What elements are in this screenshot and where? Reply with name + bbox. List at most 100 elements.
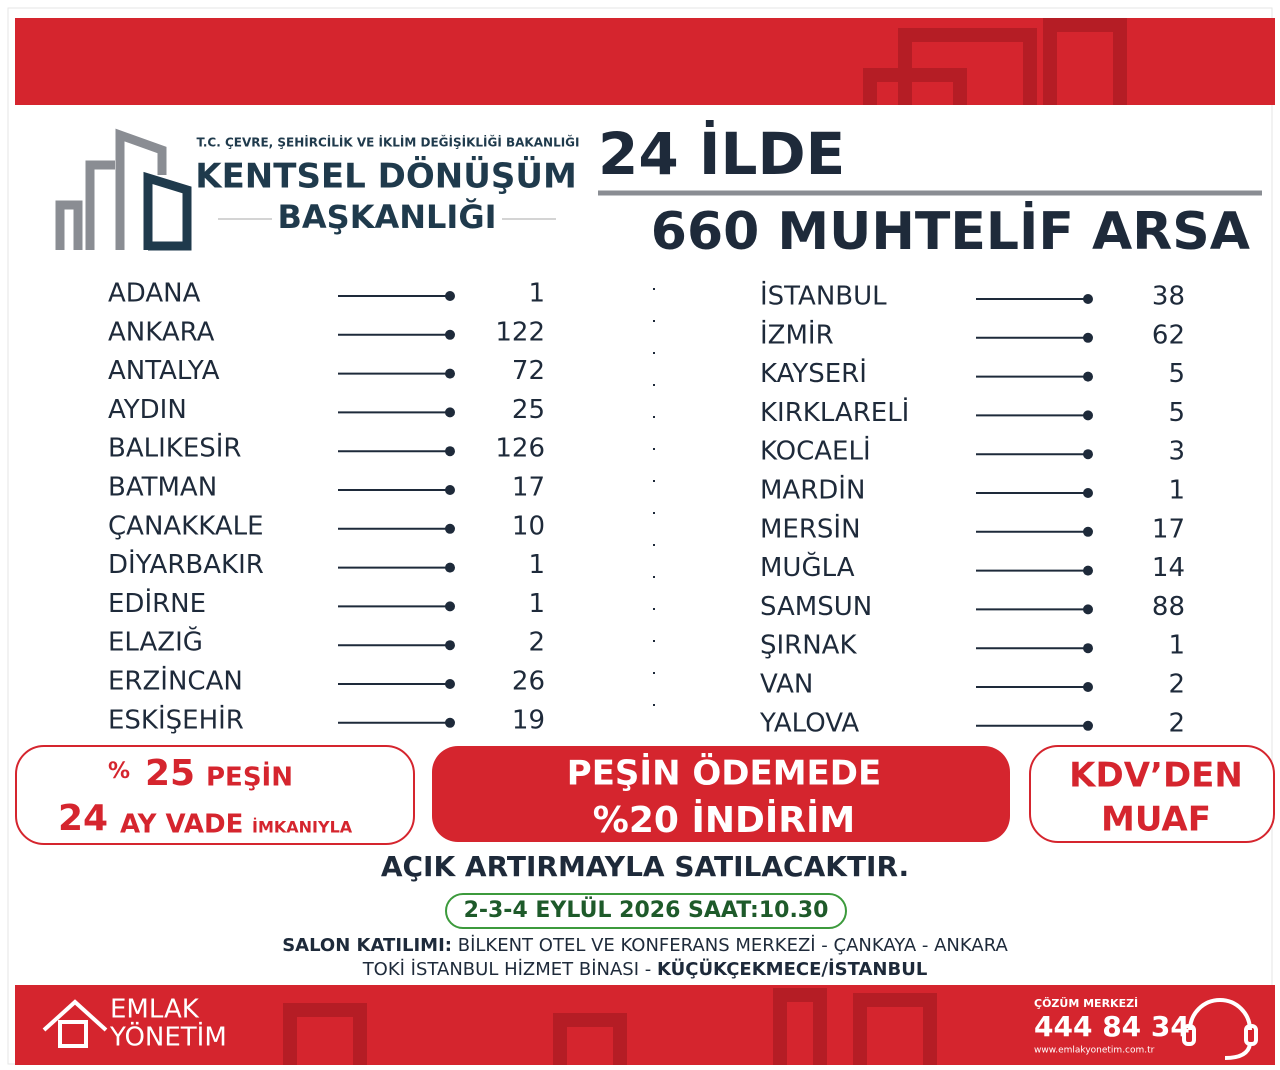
- offer-number: 24: [58, 798, 108, 839]
- city-name: ESKİŞEHİR: [108, 703, 244, 735]
- city-count: 5: [1168, 398, 1185, 428]
- band-buildings: [283, 988, 937, 1065]
- city-count: 17: [1152, 514, 1185, 544]
- city-count: 25: [512, 395, 545, 425]
- leader-dot: [1083, 604, 1093, 615]
- city-name: YALOVA: [759, 708, 859, 738]
- headline1: 24 İLDE: [598, 119, 845, 188]
- date-pill: [445, 893, 847, 929]
- offer-text: PEŞİN ÖDEMEDE: [567, 753, 881, 794]
- offer-text: KDV’DEN: [1069, 756, 1243, 796]
- website: www.emlakyonetim.com.tr: [1034, 1046, 1155, 1056]
- city-name: İSTANBUL: [760, 280, 887, 312]
- offer-text: MUAF: [1101, 800, 1211, 840]
- city-count: 88: [1152, 592, 1185, 622]
- city-name: VAN: [760, 670, 813, 700]
- city-name: ÇANAKKALE: [108, 511, 264, 541]
- leader-dot: [1083, 565, 1093, 576]
- org-line2: BAŞKANLIĞI: [277, 197, 496, 236]
- city-name: BALIKESİR: [108, 432, 242, 464]
- city-name: KIRKLARELİ: [760, 396, 909, 428]
- city-name: ELAZIĞ: [108, 626, 203, 658]
- city-count: 14: [1152, 553, 1185, 583]
- city-name: DİYARBAKIR: [108, 548, 264, 580]
- city-count: 3: [1168, 437, 1185, 467]
- leader-dot: [445, 446, 455, 457]
- city-name: SAMSUN: [760, 592, 872, 622]
- offer-box-left: [15, 745, 415, 845]
- leader-dot: [445, 523, 455, 534]
- offer-percent: %: [108, 759, 130, 784]
- city-name: KOCAELİ: [760, 435, 871, 467]
- city-count: 1: [1168, 476, 1185, 506]
- contact-label: ÇÖZÜM MERKEZİ: [1034, 996, 1138, 1010]
- city-count: 2: [528, 628, 545, 658]
- leader-dot: [445, 329, 455, 340]
- leader-dot: [1083, 526, 1093, 537]
- city-name: MUĞLA: [760, 551, 855, 583]
- city-name: İZMİR: [760, 318, 834, 350]
- city-name: BATMAN: [108, 473, 217, 503]
- city-name: ŞIRNAK: [760, 631, 857, 661]
- leader-dot: [1083, 449, 1093, 460]
- salon-place: BİLKENT OTEL VE KONFERANS MERKEZİ - ÇANK…: [458, 935, 1009, 956]
- city-count: 19: [512, 705, 545, 735]
- city-count: 1: [528, 279, 545, 309]
- city-count: 38: [1152, 282, 1185, 312]
- city-count: 126: [495, 434, 545, 464]
- phone: 444 84 34: [1034, 1010, 1190, 1043]
- leader-dot: [1083, 720, 1093, 731]
- leader-dot: [1083, 643, 1093, 654]
- city-name: MERSİN: [760, 512, 861, 544]
- offer-text: %20 İNDİRİM: [593, 799, 855, 841]
- salon-place: TOKİ İSTANBUL HİZMET BİNASI -: [362, 959, 652, 980]
- ministry: T.C. ÇEVRE, ŞEHİRCİLİK VE İKLİM DEĞİŞİKL…: [196, 135, 579, 150]
- org-line1: KENTSEL DÖNÜŞÜM: [195, 156, 577, 197]
- offer-number: 25: [145, 753, 195, 794]
- city-count: 2: [1168, 708, 1185, 738]
- brand: YÖNETİM: [109, 1021, 227, 1053]
- leader-dot: [445, 717, 455, 728]
- salon-line2: TOKİ İSTANBUL HİZMET BİNASI - KÜÇÜKÇEKME…: [362, 958, 928, 980]
- bottom-band: [15, 985, 1275, 1065]
- city-count: 26: [512, 667, 545, 697]
- city-name: ERZİNCAN: [108, 665, 243, 697]
- city-count: 1: [528, 589, 545, 619]
- city-name: ANKARA: [108, 317, 215, 347]
- leader-dot: [1083, 410, 1093, 421]
- headline2: 660 MUHTELİF ARSA: [651, 201, 1250, 262]
- logo-buildings: [55, 128, 192, 251]
- city-count: 1: [1168, 631, 1185, 661]
- city-name: AYDIN: [108, 395, 187, 425]
- leader-dot: [445, 485, 455, 495]
- offer-box-right: [1029, 745, 1275, 843]
- band-buildings: [863, 18, 1127, 105]
- top-band: [15, 18, 1275, 105]
- leader-dot: [445, 562, 455, 573]
- auction: AÇIK ARTIRMAYLA SATILACAKTIR.: [381, 850, 909, 883]
- city-count: 62: [1152, 320, 1185, 350]
- offer-text: AY VADE: [120, 810, 243, 840]
- salon-place-bold: KÜÇÜKÇEKMECE/İSTANBUL: [657, 958, 927, 980]
- leader-dot: [1083, 371, 1093, 382]
- brand: EMLAK: [110, 995, 200, 1025]
- offer-text: İMKANIYLA: [252, 818, 353, 837]
- brand-icon: [42, 999, 108, 1048]
- leader-dot: [1083, 682, 1093, 692]
- city-count: 2: [1168, 670, 1185, 700]
- leader-dot: [445, 368, 455, 379]
- leader-dot: [1083, 332, 1093, 343]
- offer-box-middle: [432, 746, 1010, 842]
- city-name: MARDİN: [760, 474, 865, 506]
- city-name: KAYSERİ: [760, 357, 867, 389]
- leader-dot: [1083, 294, 1093, 304]
- city-count: 10: [512, 511, 545, 541]
- date: 2-3-4 EYLÜL 2026 SAAT:10.30: [464, 897, 829, 923]
- city-name: ADANA: [108, 279, 201, 309]
- city-count: 1: [528, 550, 545, 580]
- headset-icon: [1182, 998, 1258, 1060]
